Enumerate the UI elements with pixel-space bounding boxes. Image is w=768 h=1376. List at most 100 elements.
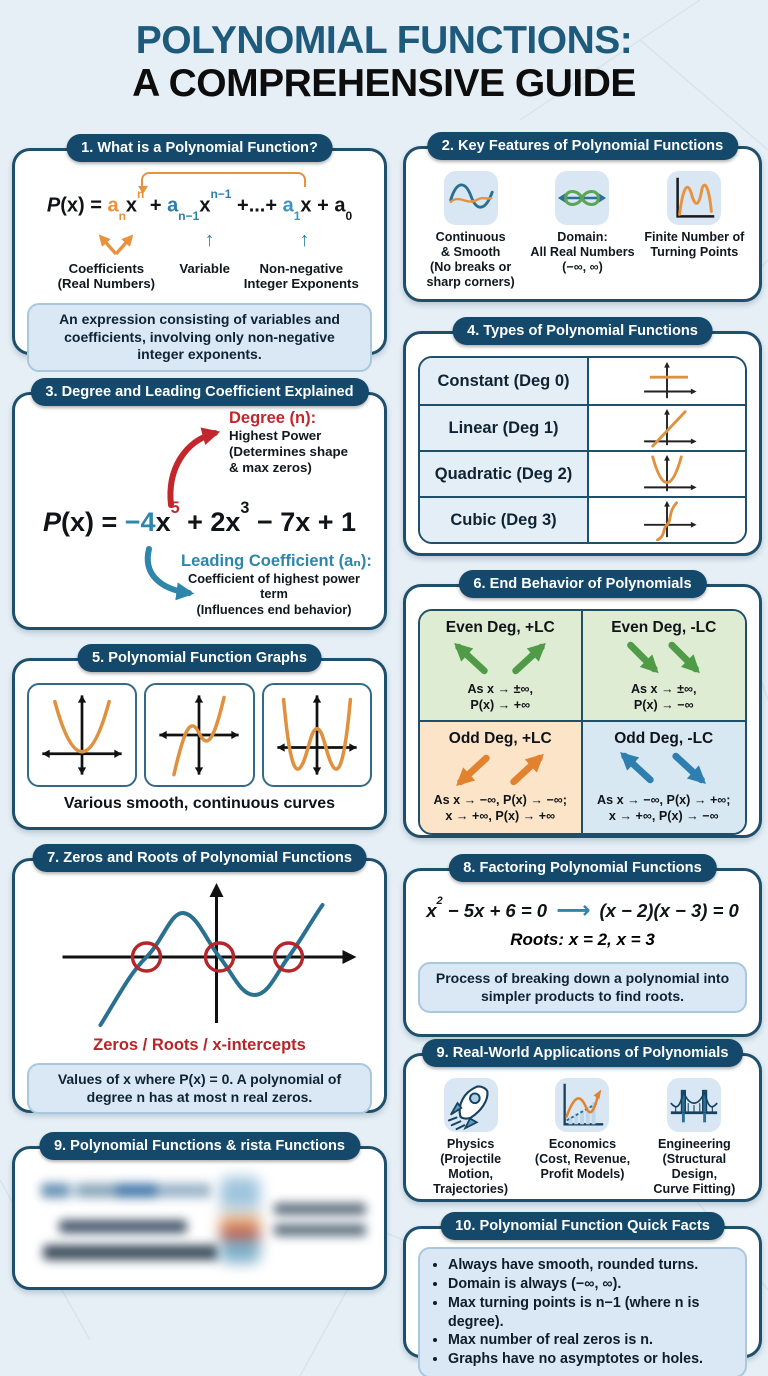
quick-facts-box: Always have smooth, rounded turns. Domai… — [418, 1247, 747, 1376]
title-line-2: A COMPREHENSIVE GUIDE — [132, 61, 636, 105]
table-row: Cubic (Deg 3) — [420, 496, 745, 542]
application-physics: Physics (Projectile Motion, Trajectories… — [418, 1078, 523, 1196]
panel-7-note: Values of x where P(x) = 0. A polynomial… — [27, 1063, 372, 1114]
equation-left: x2 − 5x + 6 = 0 — [426, 895, 548, 921]
panel-zeros-roots: 7. Zeros and Roots of Polynomial Functio… — [12, 844, 387, 1114]
panel-5-title: 5. Polynomial Function Graphs — [77, 644, 322, 672]
factoring-equation: x2 − 5x + 6 = 0 ⟶ (x − 2)(x − 3) = 0 — [418, 895, 747, 924]
exponent-bracket-arrow-icon — [137, 186, 148, 194]
left-column: 1. What is a Polynomial Function? P(x) =… — [12, 134, 387, 1290]
title-line-1: POLYNOMIAL FUNCTIONS: — [135, 19, 633, 62]
rocket-icon — [443, 1078, 498, 1132]
continuous-smooth-wave-icon — [443, 171, 498, 225]
panel-quick-facts: 10. Polynomial Function Quick Facts Alwa… — [403, 1212, 762, 1376]
cell-odd-negative: Odd Deg, -LC As x → −∞, P(x) → +∞; x → +… — [582, 722, 745, 833]
panel-9-apps-title: 9. Real-World Applications of Polynomial… — [421, 1039, 744, 1067]
general-formula-zone: P(x) = anxn + an−1xn−1 +...+ a1x + a0 ↑ … — [27, 169, 372, 303]
leading-coefficient-label: Leading Coefficient (aₙ): — [181, 552, 372, 570]
right-column: 2. Key Features of Polynomial Functions … — [403, 132, 762, 1376]
cubic-graph-icon — [144, 683, 255, 787]
up-both-arrows-icon — [454, 642, 547, 675]
quick-fact: Always have smooth, rounded turns. — [448, 1256, 735, 1275]
quick-fact: Domain is always (−∞, ∞). — [448, 1275, 735, 1294]
quadratic-graph-icon — [589, 452, 745, 496]
quick-fact: Max turning points is n−1 (where n is de… — [448, 1294, 735, 1332]
row-label: Linear (Deg 1) — [420, 406, 589, 450]
blurred-formula — [33, 1177, 219, 1260]
quick-facts-list: Always have smooth, rounded turns. Domai… — [428, 1256, 735, 1369]
quick-fact: Max number of real zeros is n. — [448, 1331, 735, 1350]
graphs-caption: Various smooth, continuous curves — [63, 795, 336, 812]
up-left-down-right-arrows-icon — [619, 751, 706, 785]
applications-row: Physics (Projectile Motion, Trajectories… — [418, 1078, 747, 1196]
panel-factoring: 8. Factoring Polynomial Functions x2 − 5… — [403, 854, 762, 1037]
panel-7-title: 7. Zeros and Roots of Polynomial Functio… — [32, 844, 367, 872]
exponent-arrow-icon: ↑ — [299, 229, 310, 251]
turning-points-curve-icon — [667, 171, 722, 225]
panel-9-blurred-title: 9. Polynomial Functions & rista Function… — [38, 1132, 361, 1160]
types-table: Constant (Deg 0) Linear (Deg 1) — [418, 356, 747, 544]
equation-right: (x − 2)(x − 3) = 0 — [599, 900, 739, 921]
infinity-domain-icon — [555, 171, 610, 225]
graph-tiles-row — [27, 683, 372, 787]
panel-4-title: 4. Types of Polynomial Functions — [452, 317, 713, 345]
degree-example-formula: P(x) = −4x5 + 2x3 − 7x + 1 — [42, 498, 357, 537]
panel-end-behavior: 6. End Behavior of Polynomials Even Deg,… — [403, 570, 762, 838]
label-exponents: Non-negative Integer Exponents — [243, 261, 359, 292]
panel-2-title: 2. Key Features of Polynomial Functions — [426, 132, 739, 160]
panel-6-title: 6. End Behavior of Polynomials — [458, 570, 707, 598]
table-row: Constant (Deg 0) — [420, 358, 745, 404]
polynomial-general-formula: P(x) = anxn + an−1xn−1 +...+ a1x + a0 — [46, 187, 353, 224]
blurred-icon — [220, 1177, 260, 1263]
panel-applications: 9. Real-World Applications of Polynomial… — [403, 1039, 762, 1202]
panel-10-title: 10. Polynomial Function Quick Facts — [440, 1212, 725, 1240]
panel-degree-leading-coefficient: 3. Degree and Leading Coefficient Explai… — [12, 378, 387, 630]
down-left-up-right-arrows-icon — [456, 753, 545, 787]
factoring-arrow-icon: ⟶ — [556, 897, 591, 924]
panel-8-note: Process of breaking down a polynomial in… — [418, 962, 747, 1013]
cell-odd-positive: Odd Deg, +LC As x → −∞, P(x) → −∞; x → +… — [420, 722, 583, 833]
panel-types-table: 4. Types of Polynomial Functions Constan… — [403, 317, 762, 556]
row-label: Cubic (Deg 3) — [420, 498, 589, 542]
zeros-caption: Zeros / Roots / x-intercepts — [93, 1036, 306, 1054]
label-variable: Variable — [179, 261, 230, 276]
application-engineering: Engineering (Structural Design, Curve Fi… — [642, 1078, 747, 1196]
end-behavior-grid: Even Deg, +LC As x → ±∞, P(x) → +∞ Even … — [418, 609, 747, 835]
cell-even-positive: Even Deg, +LC As x → ±∞, P(x) → +∞ — [420, 611, 583, 722]
panel-what-is-polynomial: 1. What is a Polynomial Function? P(x) =… — [12, 134, 387, 372]
blurred-text — [274, 1177, 366, 1245]
panel-key-features: 2. Key Features of Polynomial Functions … — [403, 132, 762, 302]
poster-title: POLYNOMIAL FUNCTIONS: A COMPREHENSIVE GU… — [0, 19, 768, 106]
leading-coefficient-arrow-icon — [144, 546, 195, 601]
exponent-bracket — [140, 172, 307, 187]
coefficients-arrows-icon — [98, 234, 133, 256]
table-row: Quadratic (Deg 2) — [420, 450, 745, 496]
feature-continuous-smooth: Continuous & Smooth (No breaks or sharp … — [418, 171, 523, 289]
panel-blurred-functions: 9. Polynomial Functions & rista Function… — [12, 1132, 387, 1290]
table-row: Linear (Deg 1) — [420, 404, 745, 450]
leading-coefficient-block: Leading Coefficient (aₙ): Coefficient of… — [181, 551, 372, 617]
economics-chart-icon — [555, 1078, 610, 1132]
variable-arrow-icon: ↑ — [204, 229, 215, 251]
degree-description: Highest Power (Determines shape & max ze… — [229, 428, 348, 475]
panel-8-title: 8. Factoring Polynomial Functions — [448, 854, 717, 882]
degree-label-block: Degree (n): Highest Power (Determines sh… — [229, 409, 369, 476]
panel-1-title: 1. What is a Polynomial Function? — [66, 134, 333, 162]
panel-1-note: An expression consisting of variables an… — [27, 303, 372, 372]
cell-even-negative: Even Deg, -LC As x → ±∞, P(x) → −∞ — [582, 611, 745, 722]
panel-function-graphs: 5. Polynomial Function Graphs — [12, 644, 387, 830]
application-economics: Economics (Cost, Revenue, Profit Models) — [530, 1078, 635, 1196]
feature-turning-points: Finite Number of Turning Points — [642, 171, 747, 289]
quartic-graph-icon — [261, 683, 372, 787]
feature-domain: Domain: All Real Numbers (−∞, ∞) — [530, 171, 635, 289]
zeros-roots-plot — [62, 883, 357, 1027]
cubic-graph-icon — [589, 498, 745, 542]
features-row: Continuous & Smooth (No breaks or sharp … — [418, 171, 747, 289]
panel-3-title: 3. Degree and Leading Coefficient Explai… — [30, 378, 369, 406]
blurred-content — [27, 1167, 372, 1263]
roots-line: Roots: x = 2, x = 3 — [510, 930, 655, 949]
linear-graph-icon — [589, 406, 745, 450]
row-label: Constant (Deg 0) — [420, 358, 589, 404]
degree-label: Degree (n): — [229, 409, 317, 427]
